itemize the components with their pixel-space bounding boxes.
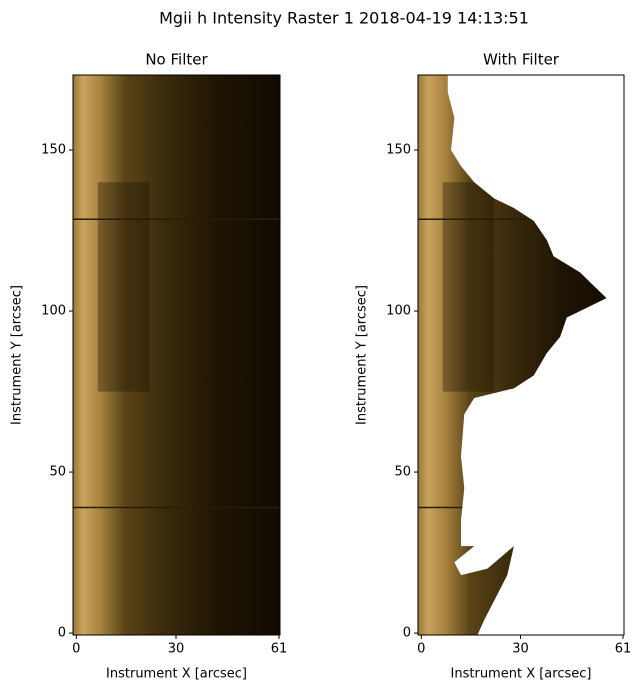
x-tick-label: 61 bbox=[271, 642, 288, 657]
x-axis-label: Instrument X [arcsec] bbox=[106, 667, 247, 682]
x-tick-label: 0 bbox=[417, 642, 425, 657]
raster-dark bbox=[97, 182, 150, 392]
y-tick-label: 100 bbox=[386, 304, 411, 319]
y-tick-label: 150 bbox=[386, 143, 411, 158]
y-tick-label: 0 bbox=[58, 626, 66, 641]
y-tick-label: 50 bbox=[394, 465, 411, 480]
y-tick-label: 0 bbox=[403, 626, 411, 641]
subplot-title: With Filter bbox=[483, 51, 560, 69]
y-tick-label: 150 bbox=[41, 143, 66, 158]
y-axis-label: Instrument Y [arcsec] bbox=[355, 285, 370, 425]
subplot: With Filter 0 30 61 0 50 100 150 Instrument X [a… bbox=[355, 51, 632, 682]
raster-image bbox=[73, 75, 280, 635]
x-tick-label: 30 bbox=[512, 642, 529, 657]
x-axis-label: Instrument X [arcsec] bbox=[451, 667, 592, 682]
x-tick-label: 61 bbox=[615, 642, 632, 657]
y-tick-label: 50 bbox=[49, 465, 66, 480]
raster-base bbox=[73, 75, 280, 635]
raster-dark bbox=[442, 182, 495, 392]
subplot-title: No Filter bbox=[145, 51, 208, 69]
y-axis-label: Instrument Y [arcsec] bbox=[10, 285, 25, 425]
y-tick-label: 100 bbox=[41, 304, 66, 319]
figure-title: Mgii h Intensity Raster 1 2018-04-19 14:… bbox=[159, 9, 529, 28]
subplot: No Filter 0 30 61 0 50 100 150 Instrument X [arc… bbox=[10, 51, 288, 682]
x-tick-label: 0 bbox=[72, 642, 80, 657]
x-tick-label: 30 bbox=[168, 642, 185, 657]
